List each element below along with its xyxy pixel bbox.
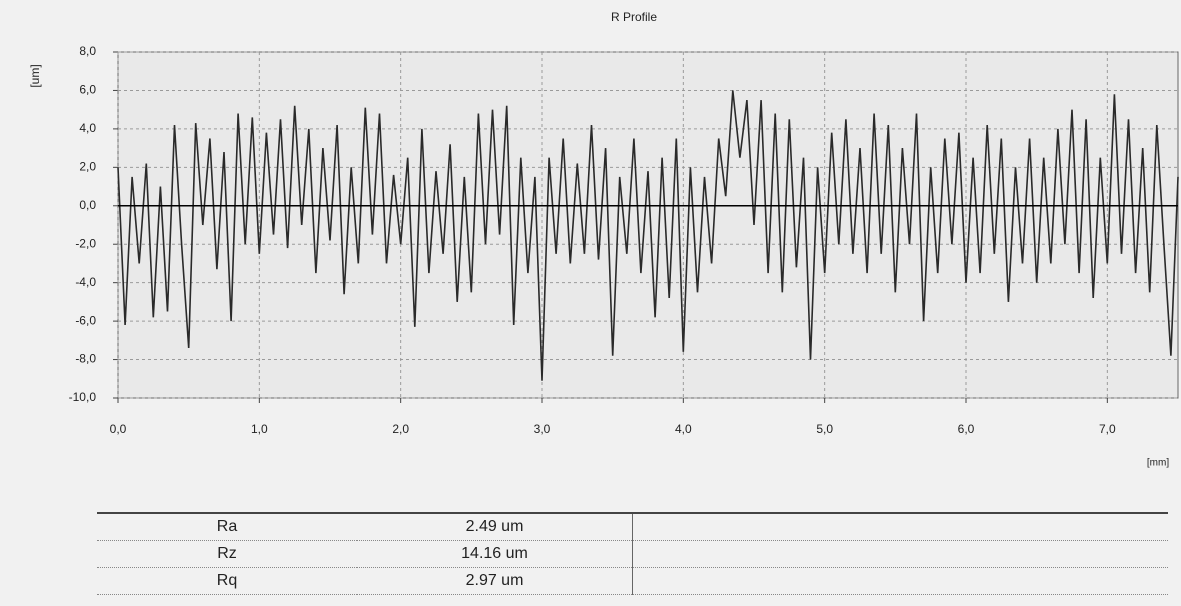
- y-axis-label: [um]: [28, 64, 42, 87]
- chart: R Profile [um] [mm] 8,0 6,0 4,0 2,0 0,0 -2,0 -…: [28, 10, 1179, 469]
- x-tick-label: 1,0: [251, 422, 268, 436]
- empty-cell: [632, 512, 1168, 541]
- y-tick-label: 6,0: [79, 83, 96, 97]
- y-tick-label: -2,0: [75, 236, 96, 250]
- x-axis-label: [mm]: [1147, 458, 1169, 469]
- table-row: Rq 2.97 um: [97, 567, 1168, 595]
- y-tick-label: -6,0: [75, 313, 96, 327]
- y-tick-label: 4,0: [79, 121, 96, 135]
- param: Rz: [97, 540, 357, 568]
- profile-line: [117, 90, 1179, 381]
- x-tick-label: 5,0: [816, 422, 833, 436]
- x-tick-label: 2,0: [392, 422, 409, 436]
- param: Rq: [97, 567, 357, 595]
- param: Ra: [97, 512, 357, 541]
- x-tick-label: 7,0: [1099, 422, 1116, 436]
- param-value: 2.49 um: [357, 512, 633, 541]
- table-row: Rz 14.16 um: [97, 540, 1168, 568]
- results-table: Ra 2.49 um Rz 14.16 um Rq 2.97 um: [97, 512, 1168, 595]
- param-value: 2.97 um: [357, 567, 633, 595]
- empty-cell: [632, 567, 1168, 595]
- y-tick-label: 8,0: [79, 44, 96, 58]
- chart-title: R Profile: [611, 10, 657, 24]
- x-tick-label: 3,0: [534, 422, 551, 436]
- param-value: 14.16 um: [357, 540, 633, 568]
- y-tick-label: -8,0: [75, 352, 96, 366]
- y-tick-label: -10,0: [69, 390, 97, 404]
- y-tick-label: 0,0: [79, 198, 96, 212]
- empty-cell: [632, 540, 1168, 568]
- table-row: Ra 2.49 um: [97, 512, 1168, 541]
- x-tick-label: 4,0: [675, 422, 692, 436]
- x-tick-label: 6,0: [958, 422, 975, 436]
- y-tick-label: -4,0: [75, 275, 96, 289]
- x-tick-label: 0,0: [110, 422, 127, 436]
- y-tick-label: 2,0: [79, 160, 96, 174]
